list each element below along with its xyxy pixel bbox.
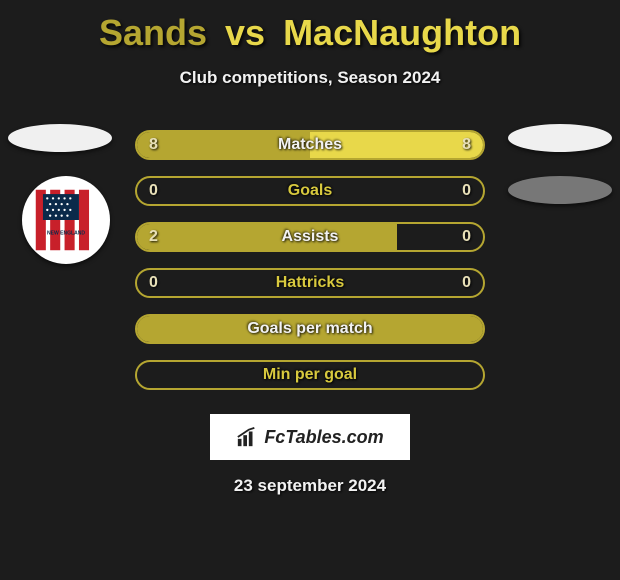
brand-box: FcTables.com <box>210 414 410 460</box>
stat-bar: Goals per match <box>135 314 485 344</box>
stats-section: Matches88Goals00Assists20Hattricks00Goal… <box>0 130 620 406</box>
stat-bar: Min per goal <box>135 360 485 390</box>
stat-value-player1: 0 <box>149 270 158 296</box>
stat-label: Matches <box>137 132 483 158</box>
subtitle: Club competitions, Season 2024 <box>180 68 441 88</box>
stat-value-player1: 0 <box>149 178 158 204</box>
stat-row: Matches8 8 <box>0 130 620 160</box>
player1-name: Sands <box>99 12 207 53</box>
stat-row: Min per goal <box>0 360 620 390</box>
stat-value-player2: 8 <box>462 132 471 158</box>
vs-label: vs <box>225 12 265 53</box>
stat-label: Goals per match <box>137 316 483 342</box>
stat-value-player2: 0 <box>462 178 471 204</box>
infographic-root: Sands vs MacNaughton Club competitions, … <box>0 0 620 496</box>
stat-row: Assists2 0 <box>0 222 620 252</box>
stat-label: Goals <box>137 178 483 204</box>
player2-name: MacNaughton <box>283 12 521 53</box>
stat-label: Assists <box>137 224 483 250</box>
stat-row: Goals0 0 <box>0 176 620 206</box>
stat-row: Goals per match <box>0 314 620 344</box>
stat-bar: Hattricks0 0 <box>135 268 485 298</box>
stat-bar: Goals0 0 <box>135 176 485 206</box>
stat-bar: Matches8 8 <box>135 130 485 160</box>
chart-icon <box>236 426 258 448</box>
stat-value-player1: 8 <box>149 132 158 158</box>
stat-value-player1: 2 <box>149 224 158 250</box>
stat-value-player2: 0 <box>462 224 471 250</box>
stat-row: Hattricks0 0 <box>0 268 620 298</box>
title: Sands vs MacNaughton <box>99 12 521 54</box>
brand-label: FcTables.com <box>264 427 383 448</box>
stat-bar: Assists2 0 <box>135 222 485 252</box>
date-label: 23 september 2024 <box>234 476 386 496</box>
stat-label: Min per goal <box>137 362 483 388</box>
stat-value-player2: 0 <box>462 270 471 296</box>
stat-label: Hattricks <box>137 270 483 296</box>
